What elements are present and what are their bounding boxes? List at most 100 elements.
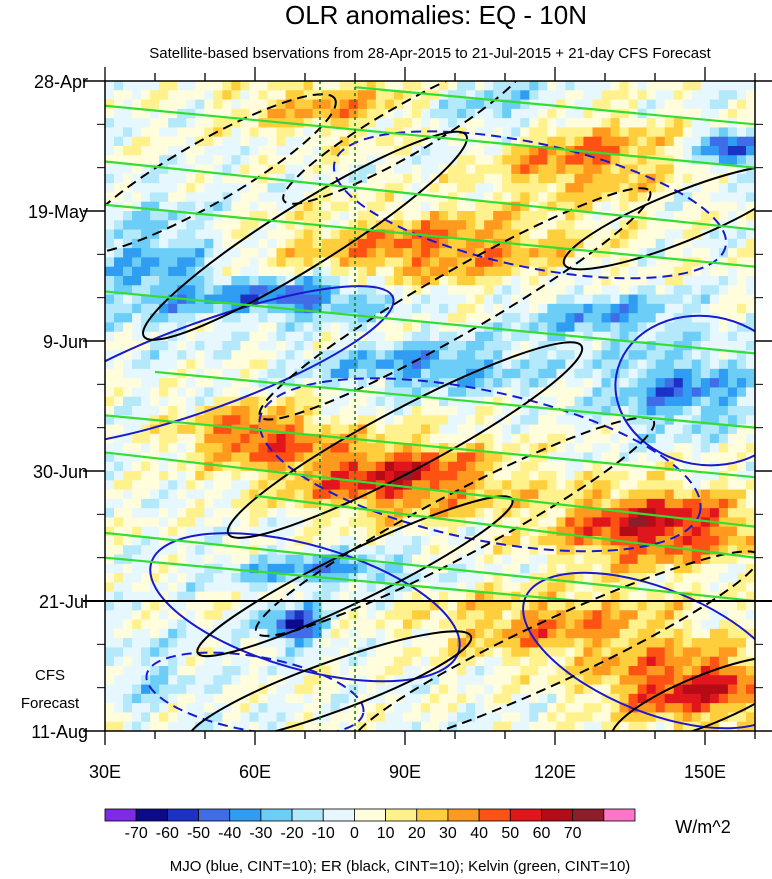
heatmap-cell [646, 712, 657, 723]
heatmap-cell [240, 229, 251, 240]
heatmap-cell [384, 545, 395, 556]
heatmap-cell [276, 183, 287, 194]
heatmap-cell [709, 712, 720, 723]
heatmap-cell [312, 582, 323, 593]
heatmap-cell [348, 368, 359, 379]
heatmap-cell [105, 192, 115, 203]
heatmap-cell [159, 211, 169, 221]
heatmap-cell [105, 573, 115, 584]
heatmap-cell [565, 536, 576, 546]
heatmap-cell [123, 294, 133, 305]
heatmap-cell [402, 480, 413, 491]
heatmap-cell [556, 229, 567, 240]
heatmap-cell [123, 99, 133, 110]
heatmap-cell [529, 480, 539, 491]
heatmap-cell [745, 155, 755, 166]
heatmap-cell [123, 331, 133, 342]
heatmap-cell [601, 368, 612, 379]
heatmap-cell [610, 489, 621, 500]
heatmap-cell [195, 610, 205, 621]
heatmap-cell [430, 656, 440, 667]
heatmap-cell [285, 173, 296, 184]
heatmap-cell [177, 461, 187, 472]
heatmap-cell [583, 378, 594, 389]
heatmap-cell [411, 628, 422, 639]
heatmap-cell [303, 248, 314, 259]
heatmap-cell [267, 721, 278, 731]
heatmap-cell [123, 712, 133, 723]
heatmap-cell [430, 331, 440, 342]
heatmap-cell [583, 368, 594, 379]
heatmap-cell [312, 368, 323, 379]
heatmap-cell [520, 489, 530, 500]
heatmap-cell [610, 81, 621, 91]
heatmap-cell [258, 675, 269, 686]
heatmap-cell [159, 303, 169, 314]
heatmap-cell [312, 313, 323, 324]
heatmap-cell [538, 211, 548, 221]
heatmap-cell [646, 303, 657, 314]
heatmap-cell [574, 155, 585, 166]
heatmap-cell [700, 582, 711, 593]
heatmap-cell [231, 480, 242, 491]
heatmap-cell [493, 628, 503, 639]
heatmap-cell [123, 573, 133, 584]
heatmap-cell [700, 99, 711, 110]
heatmap-cell [655, 229, 666, 240]
heatmap-cell [339, 248, 350, 259]
heatmap-cell [736, 192, 747, 203]
heatmap-cell [141, 378, 151, 389]
heatmap-cell [592, 387, 603, 398]
heatmap-cell [547, 192, 557, 203]
heatmap-cell [601, 526, 612, 537]
heatmap-cell [583, 99, 594, 110]
heatmap-cell [375, 368, 386, 379]
heatmap-cell [222, 378, 232, 389]
heatmap-cell [114, 285, 124, 296]
heatmap-cell [439, 313, 449, 324]
heatmap-cell [457, 656, 467, 667]
heatmap-cell [186, 99, 196, 110]
heatmap-cell [402, 452, 413, 463]
heatmap-cell [105, 211, 115, 221]
heatmap-cell [691, 192, 702, 203]
heatmap-cell [736, 220, 747, 231]
heatmap-cell [574, 693, 585, 704]
heatmap-cell [646, 220, 657, 231]
heatmap-cell [240, 387, 251, 398]
heatmap-cell [529, 276, 539, 286]
heatmap-cell [294, 81, 305, 91]
heatmap-cell [448, 220, 458, 231]
heatmap-cell [195, 183, 205, 194]
heatmap-cell [448, 406, 458, 416]
heatmap-cell [330, 601, 341, 611]
heatmap-cell [312, 183, 323, 194]
heatmap-cell [619, 118, 630, 129]
heatmap-cell [745, 647, 755, 658]
heatmap-cell [420, 108, 431, 119]
heatmap-cell [565, 238, 576, 249]
heatmap-cell [411, 526, 422, 537]
heatmap-cell [114, 294, 124, 305]
heatmap-cell [673, 406, 684, 416]
heatmap-cell [592, 424, 603, 435]
heatmap-cell [330, 536, 341, 546]
heatmap-cell [132, 526, 142, 537]
heatmap-cell [366, 359, 377, 370]
heatmap-cell [150, 693, 160, 704]
heatmap-cell [186, 90, 196, 101]
heatmap-cell [195, 415, 205, 426]
heatmap-cell [204, 341, 214, 351]
heatmap-cell [457, 108, 467, 119]
heatmap-cell [339, 406, 350, 416]
heatmap-cell [249, 248, 260, 259]
heatmap-cell [132, 81, 142, 91]
heatmap-cell [709, 433, 720, 444]
heatmap-cell [168, 99, 178, 110]
heatmap-cell [411, 164, 422, 175]
heatmap-cell [402, 99, 413, 110]
heatmap-cell [520, 387, 530, 398]
heatmap-cell [357, 526, 368, 537]
heatmap-cell [258, 433, 269, 444]
heatmap-cell [249, 517, 260, 528]
